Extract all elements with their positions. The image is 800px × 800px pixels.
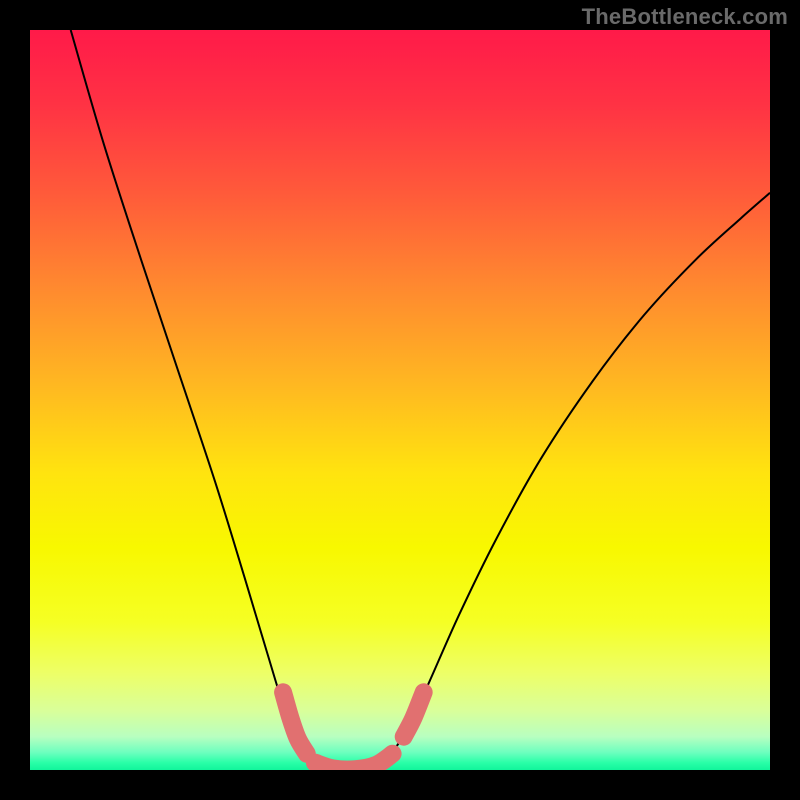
chart-gradient-background (30, 30, 770, 770)
chart-container: TheBottleneck.com (0, 0, 800, 800)
watermark-label: TheBottleneck.com (582, 4, 788, 30)
bottleneck-chart (0, 0, 800, 800)
